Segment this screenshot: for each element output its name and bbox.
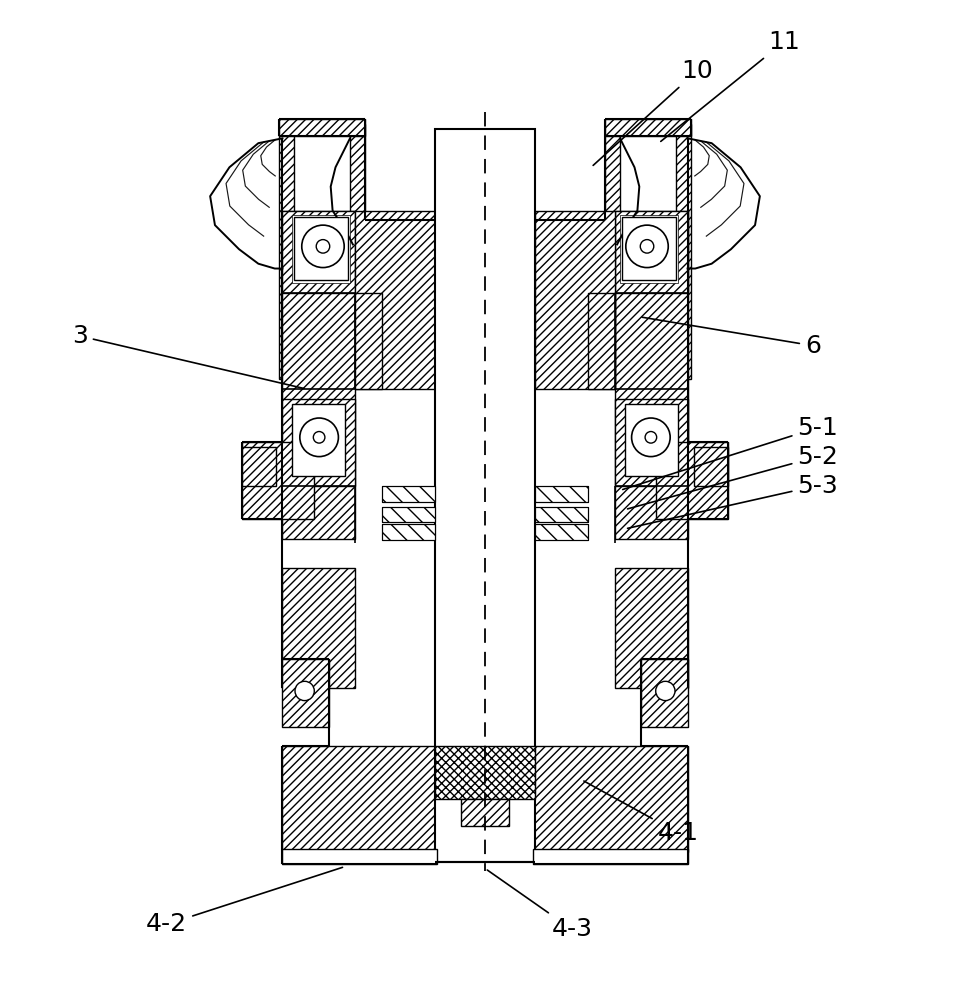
Bar	[619, 215, 677, 283]
Bar	[460, 799, 509, 826]
Bar	[382, 486, 434, 502]
Circle shape	[301, 225, 344, 268]
Bar	[604, 124, 619, 220]
Bar	[434, 129, 535, 862]
Bar	[282, 659, 328, 727]
Bar	[624, 404, 677, 476]
Bar	[292, 215, 350, 283]
Bar	[382, 524, 434, 540]
Bar	[350, 124, 365, 220]
Text: 5-3: 5-3	[627, 474, 837, 528]
Bar	[533, 849, 687, 864]
Bar	[535, 486, 587, 502]
Text: 5-2: 5-2	[627, 445, 837, 509]
Circle shape	[295, 681, 314, 701]
Bar	[355, 293, 382, 389]
Bar	[282, 746, 436, 852]
Bar	[382, 507, 434, 522]
Bar	[294, 217, 348, 280]
Bar	[282, 211, 355, 539]
Text: 4-1: 4-1	[583, 781, 698, 845]
Bar	[382, 486, 434, 502]
Text: 5-1: 5-1	[622, 416, 837, 490]
Bar	[282, 399, 355, 486]
Bar	[535, 486, 587, 502]
Text: 11: 11	[660, 30, 799, 141]
Bar	[614, 568, 687, 688]
Bar	[382, 524, 434, 540]
Circle shape	[625, 225, 668, 268]
Bar	[587, 293, 614, 389]
Bar	[621, 217, 675, 280]
Bar	[535, 211, 614, 389]
Bar	[241, 442, 314, 519]
Bar	[282, 211, 355, 293]
Text: 4-2: 4-2	[146, 867, 342, 936]
Bar	[535, 524, 587, 540]
Bar	[292, 404, 345, 476]
Text: 6: 6	[641, 317, 820, 358]
Bar	[604, 119, 691, 136]
Circle shape	[631, 418, 670, 457]
Bar	[355, 211, 434, 389]
Bar	[278, 124, 294, 379]
Bar	[535, 507, 587, 522]
Bar	[241, 447, 275, 486]
Text: 3: 3	[72, 324, 303, 388]
Circle shape	[299, 418, 338, 457]
Bar	[694, 447, 728, 486]
Bar	[282, 568, 355, 688]
Bar	[382, 507, 434, 522]
Circle shape	[313, 432, 325, 443]
Bar	[278, 119, 365, 136]
Bar	[533, 746, 687, 852]
Circle shape	[640, 240, 653, 253]
Circle shape	[644, 432, 656, 443]
Bar	[535, 524, 587, 540]
Bar	[282, 849, 436, 864]
Bar	[614, 399, 687, 486]
Bar	[434, 746, 535, 799]
Circle shape	[655, 681, 674, 701]
Bar	[535, 507, 587, 522]
Text: 4-3: 4-3	[486, 870, 592, 941]
Bar	[641, 659, 687, 727]
Text: 10: 10	[592, 59, 712, 165]
Bar	[614, 211, 687, 293]
Circle shape	[316, 240, 329, 253]
Bar	[614, 211, 687, 539]
Bar	[655, 442, 728, 519]
Bar	[675, 124, 691, 379]
